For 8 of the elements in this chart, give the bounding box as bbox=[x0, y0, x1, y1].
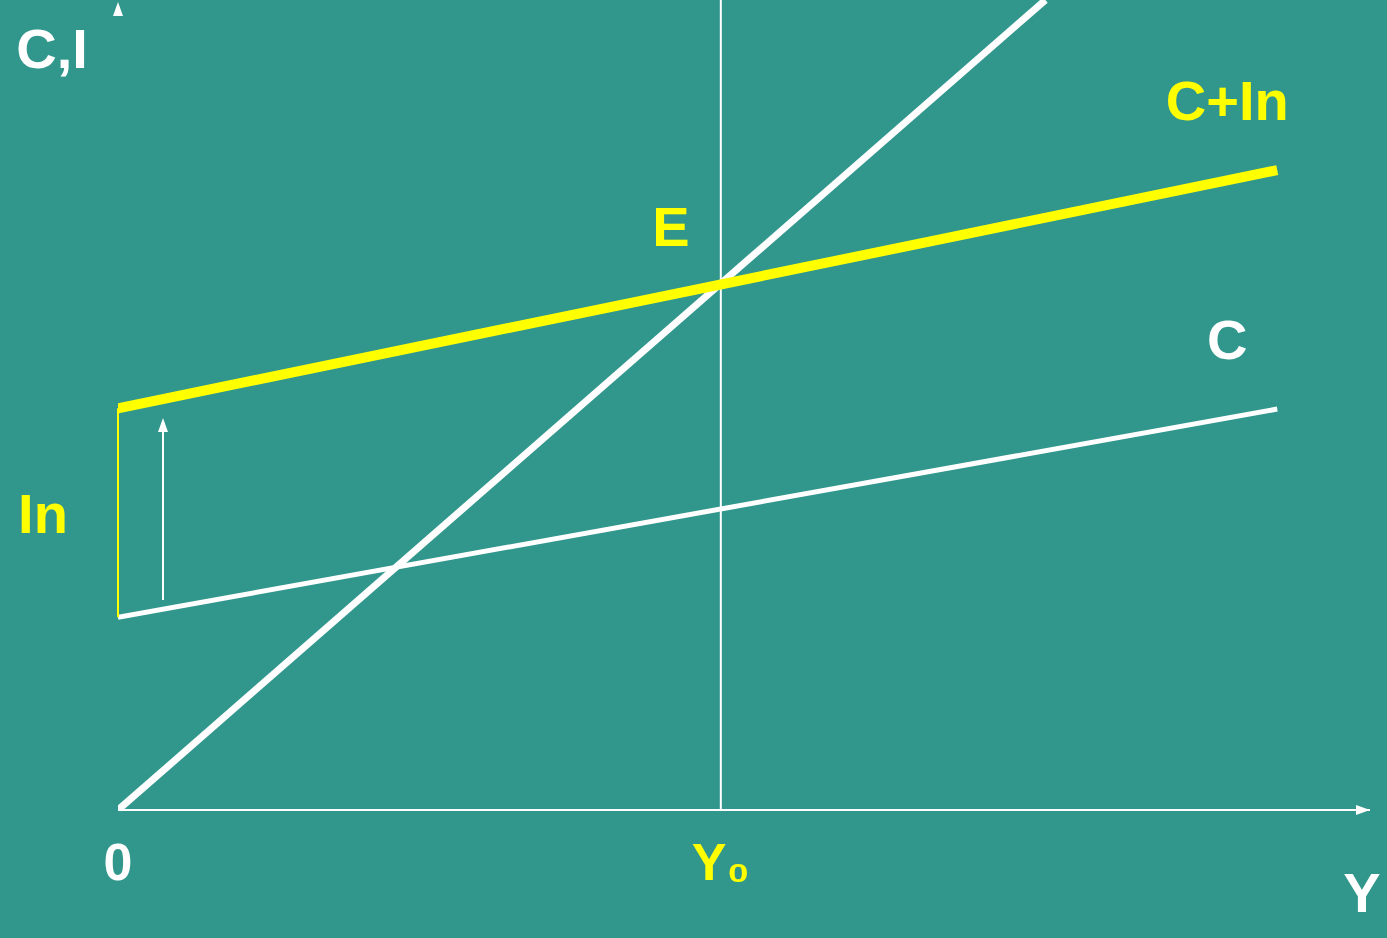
series-label: C+In bbox=[1165, 69, 1289, 133]
x-tick-label: 0 bbox=[103, 833, 133, 891]
x-axis-title: Y bbox=[1343, 861, 1381, 924]
y-axis-title: C,I bbox=[16, 17, 88, 80]
text: In bbox=[18, 481, 68, 545]
annotation: E bbox=[652, 194, 690, 258]
x-tick-label: Y₀ bbox=[691, 833, 750, 891]
series-label: C bbox=[1207, 308, 1248, 372]
